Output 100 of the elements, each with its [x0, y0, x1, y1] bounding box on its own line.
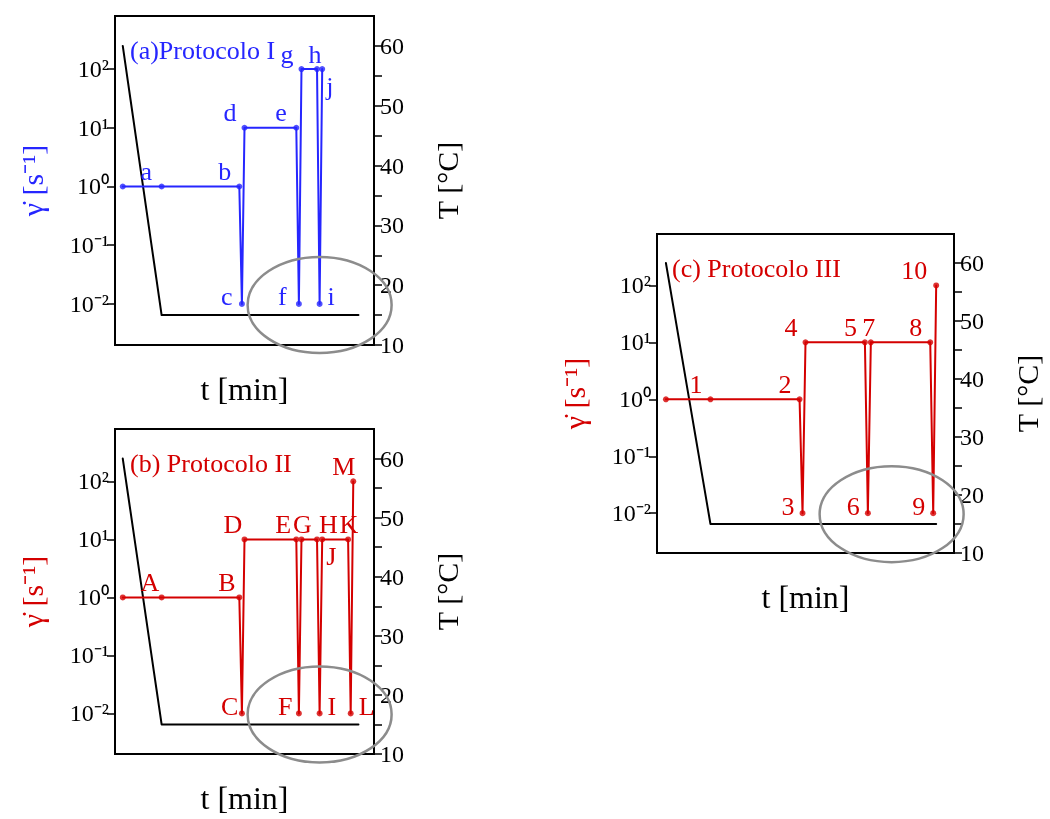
- y2-tick-label: 30: [380, 212, 404, 239]
- y2-tick-label: 10: [380, 741, 404, 767]
- y-axis-title: γ̇ [s⁻¹]: [15, 144, 49, 218]
- y2-axis-title: T [°C]: [1010, 354, 1044, 433]
- y-tick-label: 10²: [77, 56, 109, 83]
- y-tick-label: 10⁻²: [69, 290, 109, 317]
- y-tick-label: 10¹: [77, 114, 109, 141]
- annotation: C: [220, 691, 239, 721]
- y2-tick-label: 40: [960, 366, 984, 392]
- point: [662, 396, 669, 403]
- annotation: e: [275, 98, 287, 128]
- point: [927, 339, 934, 346]
- y2-tick-label: 60: [380, 445, 404, 472]
- y-tick-label: 10⁻²: [611, 500, 651, 527]
- y-tick-label: 10⁰: [619, 386, 651, 413]
- point: [298, 536, 305, 543]
- annotation: i: [327, 282, 335, 312]
- y2-tick-label: 40: [380, 152, 404, 179]
- point: [241, 124, 248, 131]
- y2-tick-label: 50: [380, 92, 404, 119]
- annotation: f: [277, 282, 287, 312]
- point: [314, 66, 321, 73]
- annotation: 1: [689, 369, 703, 399]
- y2-tick-label: 10: [380, 332, 404, 358]
- point: [319, 66, 326, 73]
- point: [319, 536, 326, 543]
- annotation: E: [275, 509, 292, 539]
- point: [119, 594, 126, 601]
- text: (b) Protocolo II: [130, 448, 292, 478]
- point: [238, 710, 245, 717]
- y2-axis-title: T [°C]: [430, 141, 464, 220]
- y2-tick-label: 40: [380, 563, 404, 590]
- point: [238, 300, 245, 307]
- point: [298, 66, 305, 73]
- annotation: g: [280, 39, 294, 69]
- x-axis-title: t [min]: [200, 780, 289, 816]
- y-tick-label: 10¹: [77, 526, 109, 553]
- y2-tick-label: 60: [380, 32, 404, 59]
- point: [867, 339, 874, 346]
- y-tick-label: 10⁰: [77, 173, 109, 200]
- point: [864, 510, 871, 517]
- y2-tick-label: 10: [960, 540, 984, 566]
- point: [293, 536, 300, 543]
- annotation: 6: [846, 491, 860, 521]
- annotation: I: [327, 691, 337, 721]
- y-tick-label: 10⁻²: [69, 700, 109, 727]
- y2-axis-title: T [°C]: [430, 552, 464, 631]
- annotation: b: [218, 156, 232, 186]
- annotation: 9: [912, 491, 926, 521]
- point: [236, 594, 243, 601]
- y-axis-title: γ̇ [s⁻¹]: [557, 357, 591, 431]
- point: [933, 282, 940, 289]
- point: [930, 510, 937, 517]
- annotation: 8: [909, 312, 923, 342]
- point: [295, 710, 302, 717]
- y2-tick-label: 50: [960, 308, 984, 334]
- y-tick-label: 10²: [619, 272, 651, 299]
- y-tick-label: 10⁻¹: [69, 232, 109, 259]
- point: [295, 300, 302, 307]
- y2-tick-label: 50: [380, 504, 404, 531]
- annotation: F: [277, 691, 293, 721]
- annotation: D: [223, 509, 243, 539]
- y2-tick-label: 60: [960, 250, 984, 276]
- x-axis-title: t [min]: [200, 371, 289, 407]
- annotation: 4: [784, 312, 798, 342]
- annotation: G: [292, 509, 312, 539]
- y-tick-label: 10²: [77, 468, 109, 495]
- y-axis-title: γ̇ [s⁻¹]: [15, 555, 49, 629]
- annotation: d: [223, 98, 237, 128]
- annotation: H: [319, 509, 339, 539]
- annotation: L: [358, 691, 375, 721]
- point: [316, 710, 323, 717]
- y-tick-label: 10⁰: [77, 584, 109, 611]
- annotation: 5: [843, 312, 857, 342]
- text: (c) Protocolo III: [672, 253, 841, 283]
- x-axis-title: t [min]: [761, 579, 850, 615]
- annotation: c: [220, 282, 233, 312]
- point: [316, 300, 323, 307]
- annotation: h: [308, 39, 322, 69]
- point: [293, 124, 300, 131]
- point: [799, 510, 806, 517]
- annotation: B: [218, 567, 236, 597]
- annotation: 7: [862, 312, 876, 342]
- point: [861, 339, 868, 346]
- annotation: 3: [781, 491, 795, 521]
- point: [158, 594, 165, 601]
- point: [158, 183, 165, 190]
- y-tick-label: 10¹: [619, 329, 651, 356]
- y2-tick-label: 30: [380, 622, 404, 649]
- y2-tick-label: 30: [960, 424, 984, 450]
- annotation: 2: [778, 369, 792, 399]
- y-tick-label: 10⁻¹: [69, 642, 109, 669]
- y2-tick-label: 20: [960, 482, 984, 508]
- point: [119, 183, 126, 190]
- point: [350, 478, 357, 485]
- annotation: j: [325, 71, 334, 101]
- y-tick-label: 10⁻¹: [611, 443, 651, 470]
- annotation: M: [332, 451, 356, 481]
- annotation: 10: [901, 255, 928, 285]
- annotation: J: [326, 541, 337, 571]
